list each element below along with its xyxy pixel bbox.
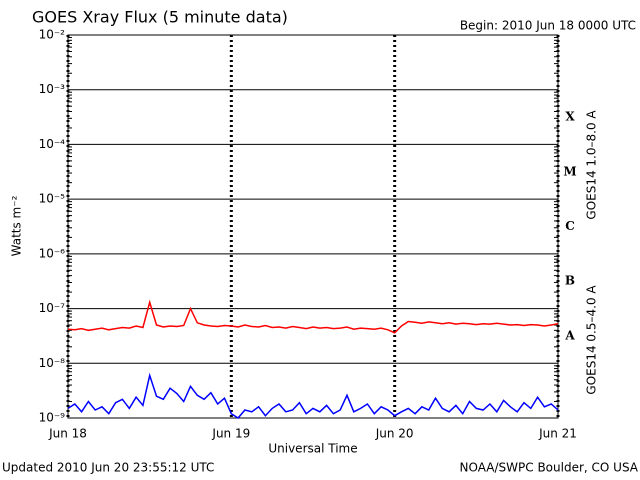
footer-left: Updated 2010 Jun 20 23:55:12 UTC	[2, 461, 214, 475]
series-line	[67, 372, 559, 419]
y-tick-label: 10⁻⁵	[39, 192, 66, 206]
y-tick-label: 10⁻⁷	[39, 301, 66, 315]
y-tick-label: 10⁻²	[39, 28, 66, 42]
flare-class-label: C	[565, 219, 575, 233]
y-tick-label: 10⁻³	[39, 82, 66, 96]
flare-class-label: M	[563, 164, 576, 178]
x-tick-label: Jun 21	[538, 427, 577, 441]
y-axis-label: Watts m⁻²	[10, 195, 24, 256]
y-tick-label: 10⁻⁴	[39, 137, 66, 151]
y-tick-label: 10⁻⁶	[39, 246, 66, 260]
subtitle: Begin: 2010 Jun 18 0000 UTC	[460, 19, 636, 33]
x-axis-label: Universal Time	[268, 442, 357, 456]
x-tick-label: Jun 20	[375, 427, 414, 441]
legend-label: GOES14 0.5–4.0 A	[585, 285, 599, 395]
x-tick-label: Jun 18	[48, 427, 87, 441]
flare-class-label: X	[565, 110, 575, 124]
footer-right: NOAA/SWPC Boulder, CO USA	[460, 461, 639, 475]
legend-label: GOES14 1.0–8.0 A	[585, 110, 599, 220]
y-tick-label: 10⁻⁹	[39, 411, 66, 425]
flare-class-label: B	[565, 274, 575, 288]
flare-class-label: A	[564, 328, 575, 342]
x-tick-label: Jun 19	[211, 427, 250, 441]
series-line	[67, 299, 559, 334]
chart-title: GOES Xray Flux (5 minute data)	[32, 8, 288, 27]
y-tick-label: 10⁻⁸	[39, 356, 66, 370]
